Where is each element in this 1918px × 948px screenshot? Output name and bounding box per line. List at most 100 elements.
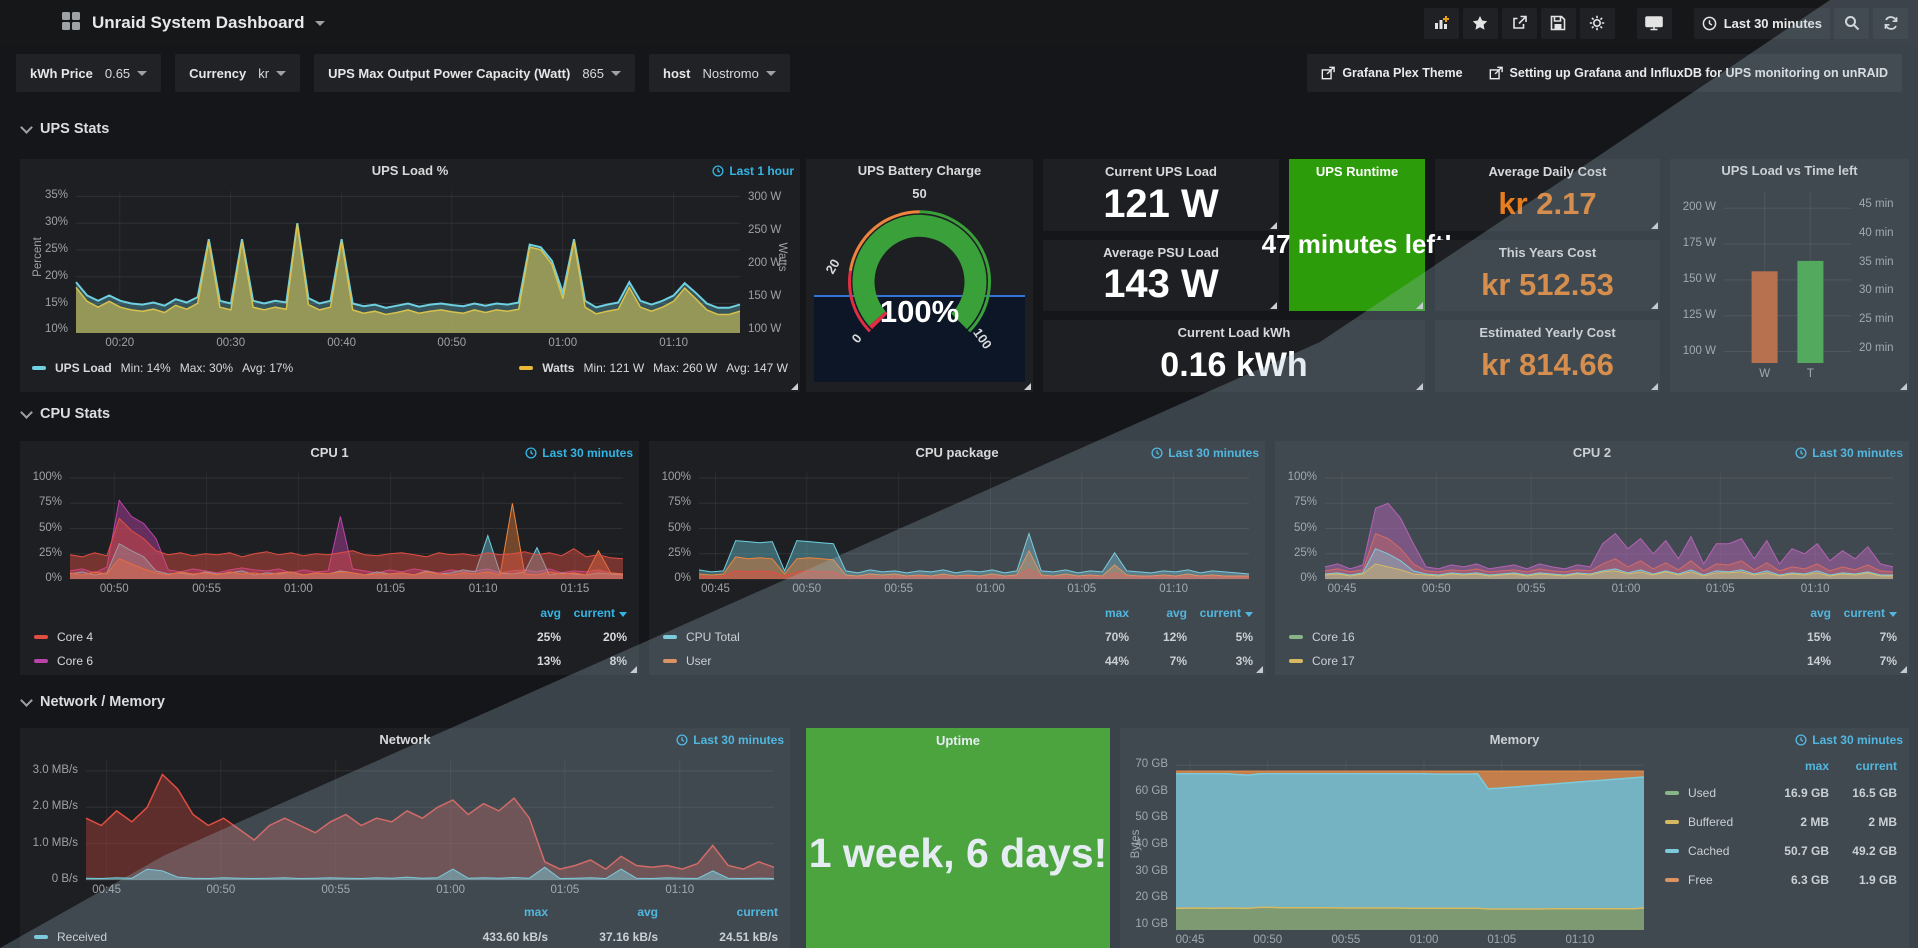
add-panel-button[interactable] (1423, 7, 1459, 39)
panel-title[interactable]: UPS Battery Charge (857, 163, 982, 178)
save-button[interactable] (1540, 7, 1576, 39)
variable-kwh-price: kWh Price 0.65 (16, 54, 162, 92)
panel-time-range[interactable]: Last 1 hour (712, 164, 794, 178)
apps-grid-icon[interactable] (60, 10, 82, 37)
settings-gear-button[interactable] (1579, 7, 1615, 39)
axis-tick-label: 175 W (1682, 237, 1716, 250)
submenu-row: kWh Price 0.65 Currency kr UPS Max Outpu… (0, 54, 1918, 92)
panel-time-range[interactable]: Last 30 minutes (1795, 733, 1903, 747)
legend-color-marker (1665, 790, 1679, 795)
variable-value-dropdown[interactable]: 865 (582, 66, 622, 81)
caret-down-icon (611, 70, 622, 76)
panel-title[interactable]: CPU package (915, 445, 999, 460)
legend-item[interactable]: Watts Min: 121 W Max: 260 W Avg: 147 W (519, 361, 788, 375)
caret-down-icon (314, 20, 325, 26)
legend: max avg current Received 433.60 kB/s 37.16 … (34, 900, 778, 948)
panel-title[interactable]: CPU 1 (310, 445, 349, 460)
chart-canvas (1176, 760, 1645, 930)
axis-tick-label: 01:15 (560, 583, 590, 595)
panel-title[interactable]: Memory (1489, 732, 1540, 747)
legend-row[interactable]: Core 17 14% 7% (1289, 649, 1897, 673)
axis-tick-label: 50% (667, 521, 691, 534)
panel-title[interactable]: Network (379, 732, 431, 747)
legend-row[interactable]: CPU Total 70% 12% 5% (663, 625, 1253, 649)
link-grafana-plex-theme[interactable]: Grafana Plex Theme (1321, 66, 1463, 80)
stat-title[interactable]: Estimated Yearly Cost (1479, 325, 1616, 340)
dashboard-title[interactable]: Unraid System Dashboard (92, 13, 305, 32)
variable-value-dropdown[interactable]: Nostromo (702, 66, 776, 81)
variable-value-dropdown[interactable]: 0.65 (105, 66, 148, 81)
ups-load-chart: 35% 30% 25% 20% 15% 10% 300 W 250 W 200 W 150 W 10… (24, 185, 796, 355)
chevron-down-icon (20, 693, 33, 707)
axis-tick-label: W (1759, 368, 1771, 380)
variable-value-dropdown[interactable]: kr (258, 66, 287, 81)
caret-down-icon (137, 70, 148, 76)
sort-caret-icon (1889, 612, 1897, 617)
chart-canvas (1724, 191, 1851, 363)
panel-title[interactable]: CPU 2 (1572, 445, 1612, 460)
legend: avg current Core 16 15% 7% Core 17 14% 7% (1289, 601, 1897, 673)
legend-row[interactable]: Core 4 25% 20% (34, 625, 627, 649)
panel-estimated-yearly-cost: Estimated Yearly Cost kr 814.66 (1435, 320, 1660, 392)
share-button[interactable] (1501, 7, 1537, 39)
legend-color-marker (34, 635, 48, 639)
axis-tick-label: 00:40 (327, 337, 356, 349)
panel-time-range[interactable]: Last 30 minutes (1795, 446, 1903, 460)
panel-average-daily-cost: Average Daily Cost kr 2.17 (1435, 159, 1660, 231)
axis-tick-label: 01:05 (1067, 583, 1097, 595)
axis-tick-label: 30% (44, 216, 68, 229)
svg-text:100: 100 (970, 325, 995, 349)
legend-row[interactable]: Core 6 13% 8% (34, 649, 627, 673)
stat-title[interactable]: Average Daily Cost (1488, 164, 1607, 179)
refresh-button[interactable] (1873, 7, 1908, 39)
axis-tick-label: 50% (38, 521, 62, 534)
stat-title[interactable]: This Years Cost (1498, 245, 1597, 260)
stat-title[interactable]: Uptime (935, 733, 981, 748)
panel-current-load-kwh: Current Load kWh 0.16 kWh (1043, 320, 1425, 392)
axis-tick-label: 200 W (748, 256, 782, 269)
legend-item[interactable]: UPS Load Min: 14% Max: 30% Avg: 17% (32, 361, 293, 375)
panel-time-range[interactable]: Last 30 minutes (676, 733, 784, 747)
stat-title[interactable]: Current Load kWh (1177, 325, 1291, 340)
legend: max current Used 16.9 GB 16.5 GB Buffered … (1665, 754, 1897, 894)
link-grafana-influxdb-guide[interactable]: Setting up Grafana and InfluxDB for UPS … (1489, 66, 1888, 80)
stat-title[interactable]: UPS Runtime (1315, 164, 1399, 179)
axis-tick-label: 00:55 (192, 583, 221, 595)
axis-tick-label: T (1806, 368, 1814, 380)
stat-value: kr 2.17 (1498, 186, 1597, 221)
legend-row[interactable]: User 44% 7% 3% (663, 649, 1253, 673)
axis-tick-label: 00:50 (206, 884, 236, 896)
star-button[interactable] (1462, 7, 1498, 39)
section-ups-stats[interactable]: UPS Stats (20, 120, 109, 137)
section-network-memory[interactable]: Network / Memory (20, 693, 165, 710)
variable-label: Currency (189, 65, 247, 81)
gauge-canvas: 0 20 50 100 100% (822, 186, 995, 352)
legend-row[interactable]: Free 6.3 GB 1.9 GB (1665, 865, 1897, 894)
time-range-button[interactable]: Last 30 minutes (1693, 7, 1830, 39)
chart-canvas (69, 473, 624, 580)
panel-uptime: Uptime 1 week, 6 days! (806, 728, 1110, 948)
axis-tick-label: 00:45 (1327, 583, 1357, 595)
panel-time-range[interactable]: Last 30 minutes (525, 446, 633, 460)
axis-tick-label: 0 B/s (51, 873, 78, 885)
legend-row[interactable]: Core 16 15% 7% (1289, 625, 1897, 649)
axis-tick-label: 25% (1293, 546, 1317, 559)
legend-row[interactable]: Received 433.60 kB/s 37.16 kB/s 24.51 kB/s (34, 924, 778, 948)
panel-title[interactable]: UPS Load % (371, 163, 449, 178)
axis-tick-label: 100% (32, 471, 62, 484)
stat-title[interactable]: Current UPS Load (1105, 164, 1217, 179)
axis-tick-label: 0% (1300, 572, 1317, 584)
tv-kiosk-button[interactable] (1636, 7, 1672, 39)
panel-time-range[interactable]: Last 30 minutes (1151, 446, 1259, 460)
stat-title[interactable]: Average PSU Load (1103, 245, 1219, 260)
legend-row[interactable]: Used 16.9 GB 16.5 GB (1665, 778, 1897, 807)
axis-tick-label: 60 GB (1135, 784, 1168, 797)
search-button[interactable] (1834, 7, 1869, 39)
stat-value: kr 512.53 (1481, 266, 1614, 302)
axis-tick-label: 01:10 (468, 583, 498, 595)
section-cpu-stats[interactable]: CPU Stats (20, 405, 110, 422)
legend-color-marker (519, 366, 534, 370)
panel-title[interactable]: UPS Load vs Time left (1721, 163, 1858, 178)
legend-row[interactable]: Cached 50.7 GB 49.2 GB (1665, 836, 1897, 865)
legend-row[interactable]: Buffered 2 MB 2 MB (1665, 807, 1897, 836)
